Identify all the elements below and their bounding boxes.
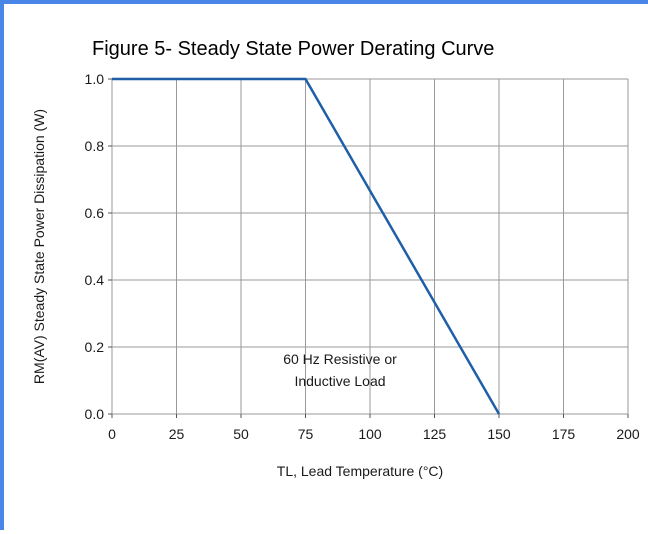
derating-curve-line <box>112 77 501 415</box>
derating-chart: 0 25 50 75 100 125 150 175 200 0.0 0.2 0.4 0.6 0.8 1.0… <box>31 71 640 479</box>
x-axis-label: TL, Lead Temperature (°C) <box>277 463 443 479</box>
annotation-layer: 60 Hz Resistive or Inductive Load <box>283 351 397 389</box>
y-tick-label: 0.6 <box>85 205 105 221</box>
y-axis-label: RM(AV) Steady State Power Dissipation (W… <box>31 109 47 384</box>
y-tick-label: 0.2 <box>85 339 105 355</box>
x-tick-label: 25 <box>169 426 185 442</box>
chart-title: Figure 5- Steady State Power Derating Cu… <box>92 38 495 60</box>
x-tick-label: 175 <box>552 426 576 442</box>
y-tick-label: 1.0 <box>85 71 105 87</box>
y-tick-label: 0.4 <box>85 272 105 288</box>
ticks-layer: 0 25 50 75 100 125 150 175 200 0.0 0.2 0.4 0.6 0.8 1.0 <box>85 71 640 442</box>
x-tick-label: 125 <box>423 426 447 442</box>
y-tick-label: 0.8 <box>85 138 105 154</box>
y-tick-label: 0.0 <box>85 406 105 422</box>
x-tick-label: 0 <box>108 426 116 442</box>
x-tick-label: 100 <box>358 426 382 442</box>
x-tick-label: 75 <box>298 426 314 442</box>
series-layer <box>112 77 501 415</box>
annotation-line: Inductive Load <box>294 373 385 389</box>
x-tick-label: 200 <box>616 426 640 442</box>
x-tick-label: 50 <box>233 426 249 442</box>
annotation-line: 60 Hz Resistive or <box>283 351 397 367</box>
x-tick-label: 150 <box>487 426 511 442</box>
